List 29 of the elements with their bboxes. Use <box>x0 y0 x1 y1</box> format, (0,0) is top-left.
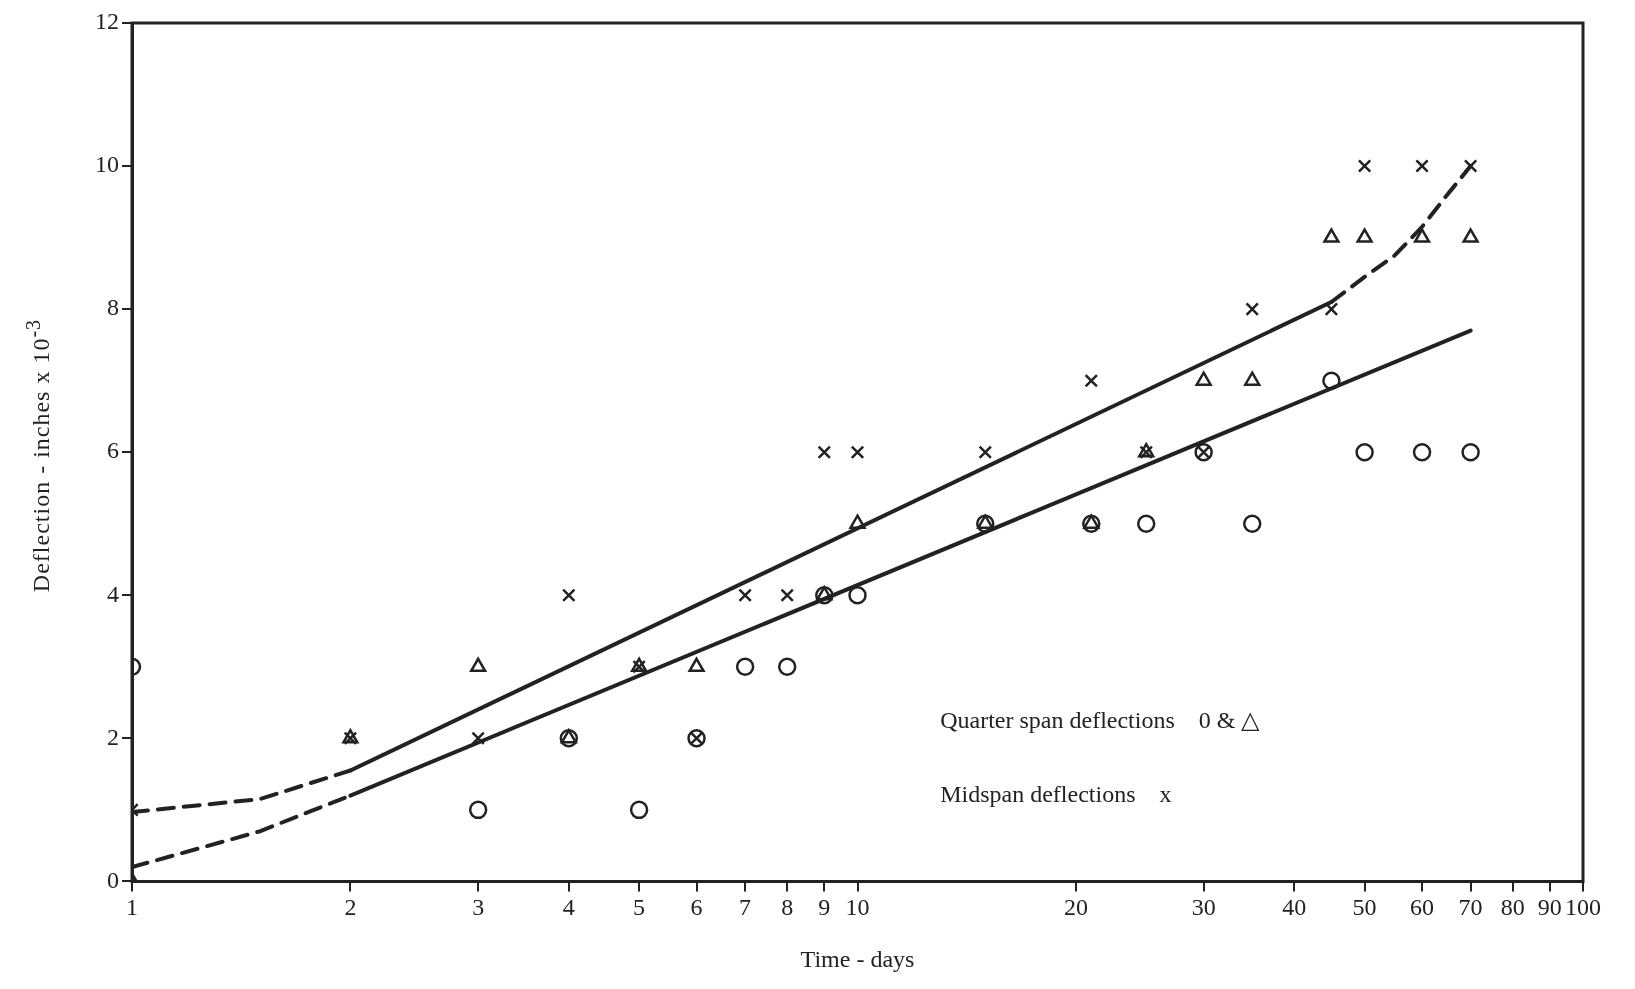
x-tick-label: 30 <box>1191 894 1216 921</box>
x-tick-label: 20 <box>1063 894 1088 921</box>
annotation: Quarter span deflections 0 & △ <box>940 706 1261 733</box>
y-tick-label: 8 <box>107 294 119 321</box>
x-tick-label: 4 <box>562 894 575 921</box>
x-tick-label: 6 <box>690 894 703 921</box>
x-tick-label: 10 <box>845 894 870 921</box>
x-tick-label: 100 <box>1565 894 1601 921</box>
x-tick-label: 2 <box>344 894 357 921</box>
x-tick-label: 5 <box>633 894 646 921</box>
x-tick-label: 1 <box>126 894 138 921</box>
x-tick-label: 80 <box>1500 894 1525 921</box>
x-tick-label: 3 <box>472 894 485 921</box>
x-tick-label: 50 <box>1352 894 1377 921</box>
y-tick-label: 12 <box>95 8 119 35</box>
x-tick-label: 8 <box>781 894 794 921</box>
x-axis-title: Time - days <box>800 945 915 972</box>
x-tick-label: 7 <box>739 894 752 921</box>
x-tick-label: 40 <box>1282 894 1307 921</box>
y-tick-label: 6 <box>107 437 119 464</box>
annotation: Midspan deflections x <box>940 780 1172 807</box>
y-tick-label: 2 <box>107 723 119 750</box>
y-tick-label: 10 <box>95 151 119 178</box>
x-tick-label: 70 <box>1458 894 1483 921</box>
y-tick-label: 0 <box>107 866 119 893</box>
x-tick-label: 60 <box>1410 894 1435 921</box>
x-tick-label: 90 <box>1537 894 1562 921</box>
y-tick-label: 4 <box>107 580 119 607</box>
x-tick-label: 9 <box>818 894 831 921</box>
